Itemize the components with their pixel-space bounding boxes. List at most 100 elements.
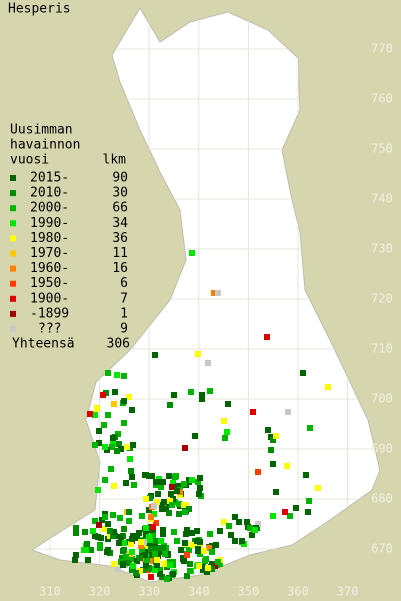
- observation-square: [167, 402, 173, 408]
- observation-square: [127, 456, 133, 462]
- observation-square: [205, 360, 211, 366]
- observation-square: [181, 502, 187, 508]
- observation-square: [222, 435, 228, 441]
- legend-swatch: [10, 265, 16, 272]
- observation-square: [125, 560, 131, 566]
- observation-square: [118, 446, 124, 452]
- observation-square: [131, 482, 137, 488]
- observation-square: [225, 401, 231, 407]
- observation-square: [181, 481, 187, 487]
- observation-square: [111, 483, 117, 489]
- observation-square: [175, 483, 181, 489]
- legend-label: ???: [38, 322, 61, 337]
- observation-square: [134, 535, 140, 541]
- observation-square: [163, 506, 169, 512]
- observation-square: [183, 531, 189, 537]
- y-axis-label: 770: [371, 42, 393, 56]
- observation-square: [187, 568, 193, 574]
- observation-square: [115, 566, 121, 572]
- y-axis-label: 700: [371, 392, 393, 406]
- y-axis-label: 760: [371, 92, 393, 106]
- observation-square: [96, 522, 102, 528]
- observation-square: [221, 418, 227, 424]
- title: Hesperis: [8, 2, 71, 17]
- observation-square: [121, 373, 127, 379]
- observation-square: [209, 549, 215, 555]
- observation-square: [184, 573, 190, 579]
- observation-square: [121, 398, 127, 404]
- legend-heading: havainnon: [10, 138, 80, 153]
- observation-square: [270, 513, 276, 519]
- observation-square: [284, 463, 290, 469]
- observation-square: [159, 502, 165, 508]
- observation-square: [137, 555, 143, 561]
- observation-square: [152, 546, 158, 552]
- observation-square: [118, 534, 124, 540]
- observation-square: [119, 555, 125, 561]
- legend-swatch: [10, 326, 16, 332]
- observation-square: [121, 540, 127, 546]
- observation-square: [247, 525, 253, 531]
- observation-square: [287, 513, 293, 519]
- observation-square: [199, 396, 205, 402]
- observation-square: [315, 485, 321, 491]
- observation-square: [170, 571, 176, 577]
- observation-square: [264, 334, 270, 340]
- observation-square: [120, 562, 126, 568]
- observation-square: [174, 538, 180, 544]
- x-axis-label: 330: [138, 585, 160, 599]
- observation-square: [73, 525, 79, 531]
- observation-square: [142, 472, 148, 478]
- observation-square: [158, 484, 164, 490]
- observation-square: [154, 557, 160, 563]
- observation-square: [143, 562, 149, 568]
- observation-square: [239, 538, 245, 544]
- observation-square: [166, 510, 172, 516]
- observation-square: [82, 529, 88, 535]
- observation-square: [173, 473, 179, 479]
- observation-square: [194, 528, 200, 534]
- observation-square: [255, 521, 261, 527]
- legend-label: 2010-: [30, 186, 69, 201]
- x-axis-label: 350: [238, 585, 260, 599]
- observation-square: [152, 567, 158, 573]
- observation-square: [101, 526, 107, 532]
- observation-square: [182, 509, 188, 515]
- observation-square: [124, 444, 130, 450]
- legend-label: 1900-: [30, 291, 69, 306]
- observation-square: [205, 565, 211, 571]
- observation-square: [176, 501, 182, 507]
- observation-square: [161, 561, 167, 567]
- observation-square: [147, 495, 153, 501]
- observation-square: [195, 546, 201, 552]
- observation-square: [139, 513, 145, 519]
- observation-square: [108, 466, 114, 472]
- observation-square: [148, 514, 154, 520]
- observation-dots: [72, 250, 331, 582]
- observation-square: [170, 480, 176, 486]
- observation-square: [211, 290, 217, 296]
- observation-square: [121, 526, 127, 532]
- x-axis-label: 360: [287, 585, 309, 599]
- observation-square: [92, 442, 98, 448]
- observation-square: [105, 412, 111, 418]
- observation-square: [189, 530, 195, 536]
- legend-swatch: [10, 250, 16, 257]
- observation-square: [166, 473, 172, 479]
- legend-label: 1960-: [30, 261, 69, 276]
- observation-square: [181, 558, 187, 564]
- observation-square: [186, 506, 192, 512]
- observation-square: [137, 568, 143, 574]
- observation-square: [90, 528, 96, 534]
- legend-label: 2000-: [30, 201, 69, 216]
- observation-square: [160, 531, 166, 537]
- observation-square: [255, 469, 261, 475]
- legend-count: 16: [112, 261, 128, 276]
- observation-square: [73, 530, 79, 536]
- observation-square: [143, 496, 149, 502]
- observation-square: [162, 551, 168, 557]
- land-outline: [30, 7, 381, 583]
- observation-square: [94, 405, 100, 411]
- observation-square: [158, 538, 164, 544]
